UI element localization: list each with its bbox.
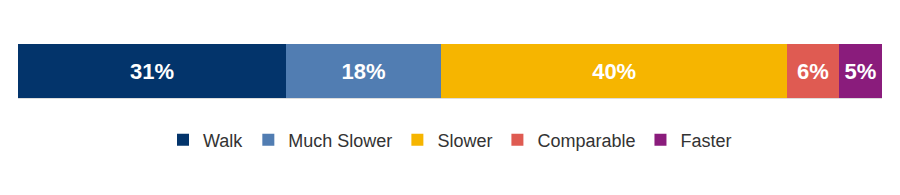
svg-text:5%: 5% (845, 59, 877, 84)
svg-text:31%: 31% (130, 59, 174, 84)
svg-text:Slower: Slower (437, 131, 492, 151)
svg-text:6%: 6% (797, 59, 829, 84)
svg-text:Comparable: Comparable (537, 131, 635, 151)
svg-text:40%: 40% (592, 59, 636, 84)
svg-text:Walk: Walk (203, 131, 243, 151)
svg-text:Much Slower: Much Slower (288, 131, 392, 151)
svg-text:Faster: Faster (680, 131, 731, 151)
svg-text:18%: 18% (342, 59, 386, 84)
